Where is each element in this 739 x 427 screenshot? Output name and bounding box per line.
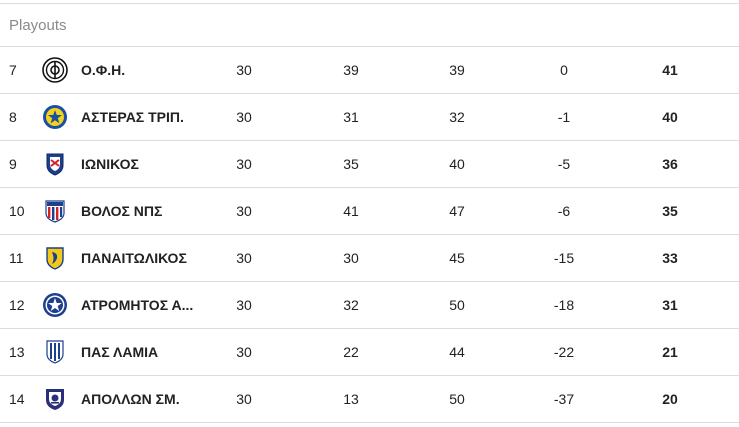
points-cell: 35 [662, 203, 678, 219]
goals-against-cell: 45 [449, 250, 465, 266]
team-name[interactable]: ΠΑΝΑΙΤΩΛΙΚΟΣ [81, 250, 187, 266]
group-title: Playouts [9, 16, 67, 34]
points-cell: 31 [662, 297, 678, 313]
rank-cell: 13 [9, 344, 25, 360]
team-name[interactable]: ΑΤΡΟΜΗΤΟΣ Α... [81, 297, 194, 313]
volos-crest-icon [42, 198, 68, 224]
rank-cell: 14 [9, 391, 25, 407]
team-name[interactable]: ΒΟΛΟΣ ΝΠΣ [81, 203, 163, 219]
panaitolikos-crest-icon [42, 245, 68, 271]
goals-against-cell: 47 [449, 203, 465, 219]
played-cell: 30 [236, 391, 252, 407]
goals-for-cell: 31 [343, 109, 359, 125]
goals-for-cell: 13 [343, 391, 359, 407]
atromitos-crest-icon [42, 292, 68, 318]
played-cell: 30 [236, 297, 252, 313]
rank-cell: 7 [9, 62, 17, 78]
goals-for-cell: 32 [343, 297, 359, 313]
goal-difference-cell: -5 [557, 156, 571, 172]
rank-cell: 9 [9, 156, 17, 172]
team-name[interactable]: Ο.Φ.Η. [81, 62, 126, 78]
goal-difference-cell: -6 [557, 203, 571, 219]
table-row[interactable]: 12 ΑΤΡΟΜΗΤΟΣ Α... 30 32 50 -18 31 [0, 282, 739, 329]
points-cell: 21 [662, 344, 678, 360]
goals-for-cell: 30 [343, 250, 359, 266]
rank-cell: 10 [9, 203, 25, 219]
points-cell: 33 [662, 250, 678, 266]
goals-against-cell: 39 [449, 62, 465, 78]
ofi-crest-icon [42, 57, 68, 83]
goals-for-cell: 22 [343, 344, 359, 360]
goal-difference-cell: -1 [557, 109, 571, 125]
goals-for-cell: 39 [343, 62, 359, 78]
goals-against-cell: 50 [449, 297, 465, 313]
table-row[interactable]: 10 ΒΟΛΟΣ ΝΠΣ 30 41 47 -6 35 [0, 188, 739, 235]
points-cell: 40 [662, 109, 678, 125]
goals-against-cell: 40 [449, 156, 465, 172]
group-header: Playouts [0, 4, 739, 47]
apollon-crest-icon [42, 386, 68, 412]
played-cell: 30 [236, 203, 252, 219]
goals-for-cell: 41 [343, 203, 359, 219]
table-row[interactable]: 7 Ο.Φ.Η. 30 39 39 0 41 [0, 47, 739, 94]
rank-cell: 11 [9, 250, 24, 266]
played-cell: 30 [236, 62, 252, 78]
played-cell: 30 [236, 156, 252, 172]
ionikos-crest-icon [42, 151, 68, 177]
rank-cell: 8 [9, 109, 17, 125]
points-cell: 20 [662, 391, 678, 407]
points-cell: 41 [662, 62, 678, 78]
team-name[interactable]: ΑΣΤΕΡΑΣ ΤΡΙΠ. [81, 109, 184, 125]
table-row[interactable]: 8 ΑΣΤΕΡΑΣ ΤΡΙΠ. 30 31 32 -1 40 [0, 94, 739, 141]
goals-for-cell: 35 [343, 156, 359, 172]
played-cell: 30 [236, 250, 252, 266]
goal-difference-cell: -18 [553, 297, 575, 313]
points-cell: 36 [662, 156, 678, 172]
team-name[interactable]: ΠΑΣ ΛΑΜΙΑ [81, 344, 159, 360]
lamia-crest-icon [42, 339, 68, 365]
table-row[interactable]: 9 ΙΩΝΙΚΟΣ 30 35 40 -5 36 [0, 141, 739, 188]
goal-difference-cell: -37 [553, 391, 575, 407]
goal-difference-cell: -22 [553, 344, 575, 360]
top-divider [0, 3, 739, 4]
table-row[interactable]: 14 ΑΠΟΛΛΩΝ ΣΜ. 30 13 50 -37 20 [0, 376, 739, 423]
goal-difference-cell: 0 [560, 62, 568, 78]
team-name[interactable]: ΙΩΝΙΚΟΣ [81, 156, 139, 172]
goals-against-cell: 44 [449, 344, 465, 360]
rank-cell: 12 [9, 297, 25, 313]
played-cell: 30 [236, 109, 252, 125]
goals-against-cell: 50 [449, 391, 465, 407]
played-cell: 30 [236, 344, 252, 360]
asteras-crest-icon [42, 104, 68, 130]
goal-difference-cell: -15 [553, 250, 575, 266]
team-name[interactable]: ΑΠΟΛΛΩΝ ΣΜ. [81, 391, 180, 407]
goals-against-cell: 32 [449, 109, 465, 125]
table-row[interactable]: 13 ΠΑΣ ΛΑΜΙΑ 30 22 44 -22 21 [0, 329, 739, 376]
table-row[interactable]: 11 ΠΑΝΑΙΤΩΛΙΚΟΣ 30 30 45 -15 33 [0, 235, 739, 282]
standings-table: Playouts 7 Ο.Φ.Η. 30 39 39 0 41 8 [0, 3, 739, 423]
